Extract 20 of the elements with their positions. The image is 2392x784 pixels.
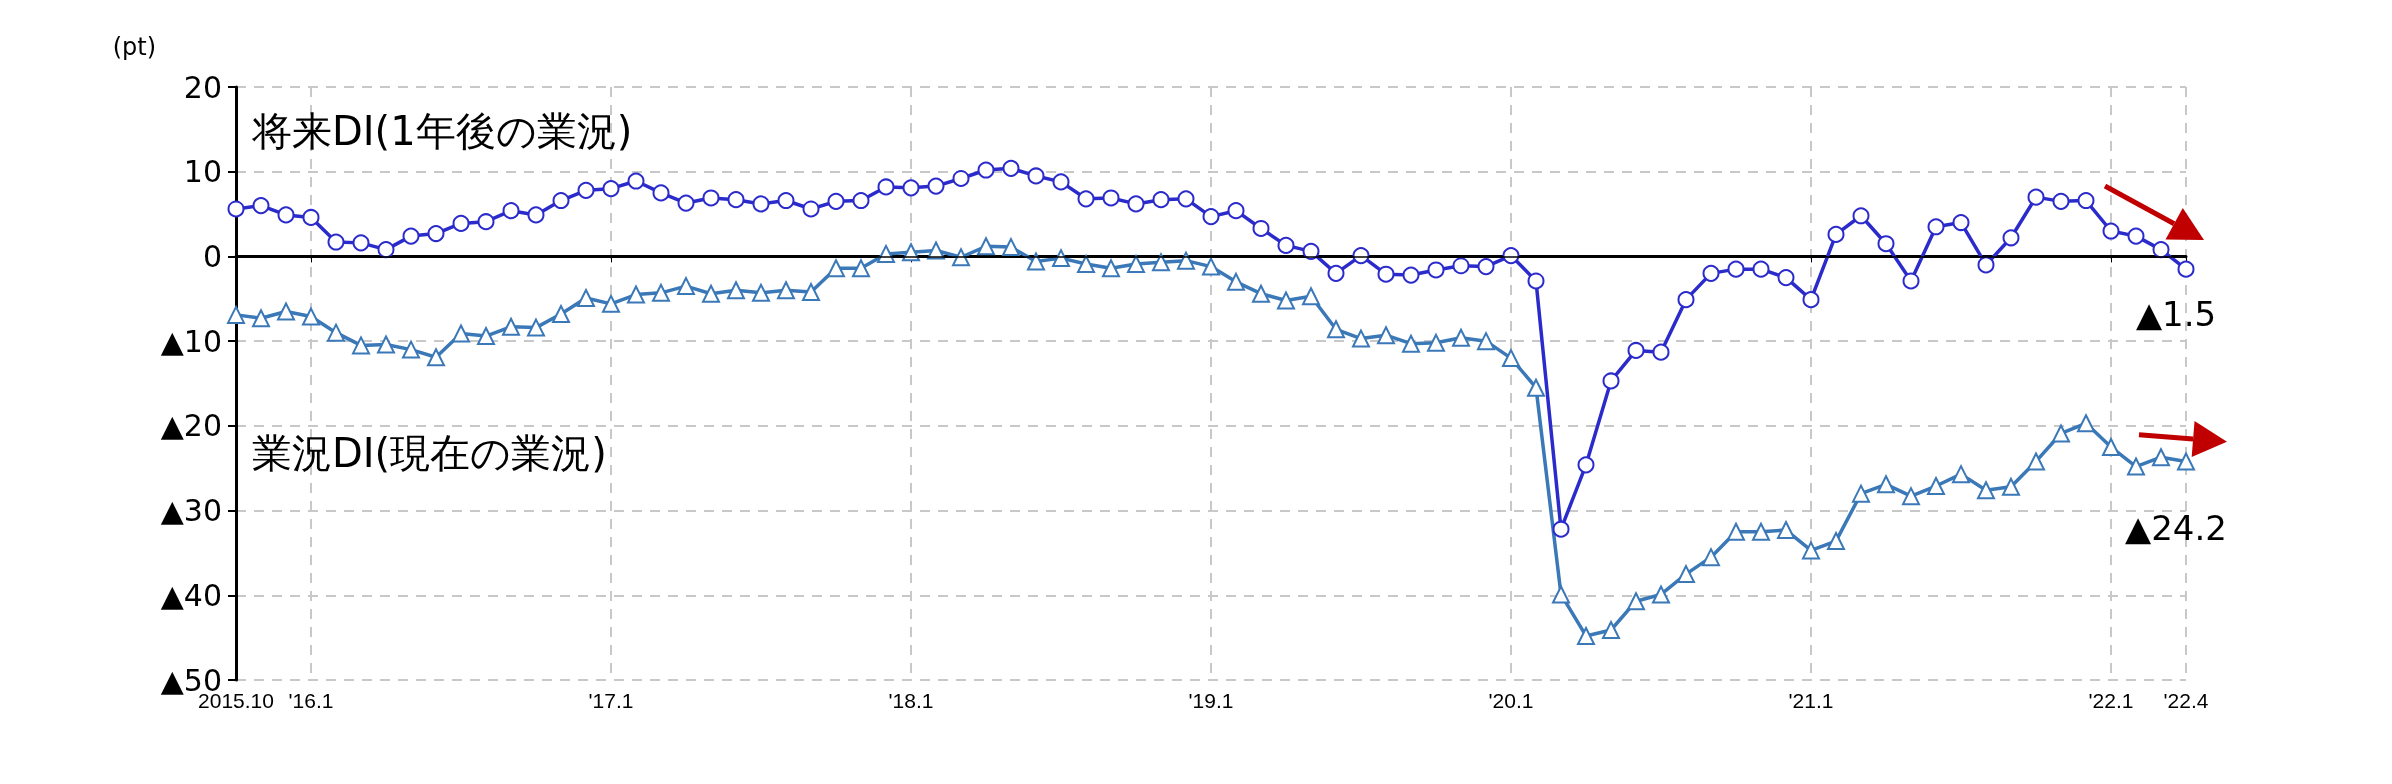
y-axis-title: (pt) (112, 33, 156, 61)
x-tick-label: '21.1 (1788, 689, 1834, 712)
y-tick-label: ▲10 (160, 323, 222, 359)
y-tick-label: ▲30 (160, 493, 222, 529)
y-tick-label: 20 (183, 69, 222, 105)
x-tick-label: '22.1 (2088, 689, 2134, 712)
y-tick-label: 10 (183, 154, 222, 190)
x-tick-label: '19.1 (1188, 689, 1234, 712)
x-tick-label: '20.1 (1488, 689, 1534, 712)
text: 業況DI(現在の業況) (252, 430, 607, 477)
x-tick-label: '18.1 (888, 689, 934, 712)
series-label: 将来DI(1年後の業況) (251, 107, 633, 154)
x-tick-label: '22.4 (2163, 689, 2209, 712)
annotation: ▲24.2 (2125, 508, 2227, 549)
x-tick-label: '16.1 (288, 689, 334, 712)
annotation: ▲1.5 (2135, 294, 2217, 335)
y-tick-label: ▲20 (160, 408, 222, 444)
y-tick-label: ▲40 (160, 577, 222, 613)
x-tick-label: '17.1 (588, 689, 634, 712)
y-tick-label: 0 (202, 238, 222, 274)
